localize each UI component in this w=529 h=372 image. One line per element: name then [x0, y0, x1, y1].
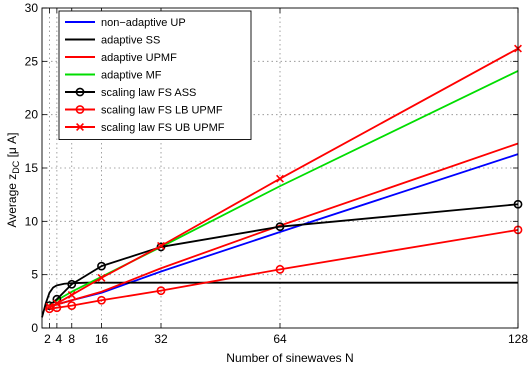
- x-tick-label: 2: [44, 332, 51, 346]
- legend: non−adaptive UP adaptive SS adaptive UPMF a…: [58, 10, 252, 140]
- y-tick-label: 5: [31, 268, 38, 282]
- legend-item: adaptive UPMF: [65, 52, 177, 64]
- y-axis-label: Average zDC [μ A]: [5, 132, 21, 227]
- data-point: [157, 241, 165, 250]
- y-axis-label-unit: [μ A]: [5, 132, 19, 160]
- legend-label: adaptive UPMF: [101, 52, 177, 64]
- data-point: [97, 261, 106, 271]
- legend-label: non−adaptive UP: [101, 17, 186, 29]
- y-axis-label-main: Average z: [5, 174, 19, 228]
- legend-item: adaptive SS: [65, 35, 160, 47]
- legend-label: scaling law FS ASS: [101, 87, 196, 99]
- legend-item: scaling law FS ASS: [65, 87, 196, 99]
- y-tick-label: 10: [25, 214, 39, 228]
- plot-series: [41, 44, 523, 318]
- y-tick-label: 0: [31, 321, 38, 335]
- x-tick-label: 4: [56, 332, 63, 346]
- data-point: [275, 264, 285, 274]
- legend-label: scaling law FS LB UPMF: [101, 105, 223, 117]
- y-axis-label-subscript: DC: [11, 160, 21, 173]
- data-point: [97, 273, 106, 282]
- y-tick-label: 30: [25, 1, 39, 15]
- legend-marker: [75, 105, 85, 114]
- legend-marker: [75, 87, 85, 97]
- data-point: [67, 301, 77, 310]
- data-point: [52, 299, 61, 308]
- series-5: [45, 199, 523, 310]
- x-tick-label: 8: [68, 332, 75, 346]
- legend-item: non−adaptive UP: [65, 17, 186, 29]
- legend-label: scaling law FS UB UPMF: [101, 122, 225, 134]
- data-point: [67, 279, 77, 289]
- grid-lines: [42, 8, 518, 328]
- legend-item: scaling law FS UB UPMF: [65, 122, 225, 134]
- axis-ticks: 0 5 10 15 20 25 30 2 4 8 16 32 64 128: [25, 1, 529, 346]
- y-tick-label: 15: [25, 161, 39, 175]
- legend-item: adaptive MF: [65, 70, 162, 82]
- y-tick-label: 20: [25, 108, 39, 122]
- data-point: [156, 286, 166, 296]
- x-tick-label: 16: [95, 332, 109, 346]
- data-point: [276, 174, 284, 183]
- legend-marker: [76, 123, 84, 131]
- legend-item: scaling law FS LB UPMF: [65, 105, 223, 117]
- x-axis-label: Number of sinewaves N: [226, 351, 353, 365]
- data-point: [275, 222, 285, 232]
- data-point: [97, 295, 106, 305]
- data-point: [67, 290, 76, 299]
- series-line: [48, 203, 519, 307]
- x-tick-label: 64: [273, 332, 287, 346]
- series-6: [45, 225, 523, 314]
- legend-label: adaptive MF: [101, 70, 162, 82]
- series-line: [49, 228, 519, 310]
- x-tick-label: 32: [154, 332, 168, 346]
- legend-label: adaptive SS: [101, 35, 160, 47]
- data-point: [45, 302, 54, 311]
- y-tick-label: 25: [25, 54, 39, 68]
- x-tick-label: 128: [508, 332, 528, 346]
